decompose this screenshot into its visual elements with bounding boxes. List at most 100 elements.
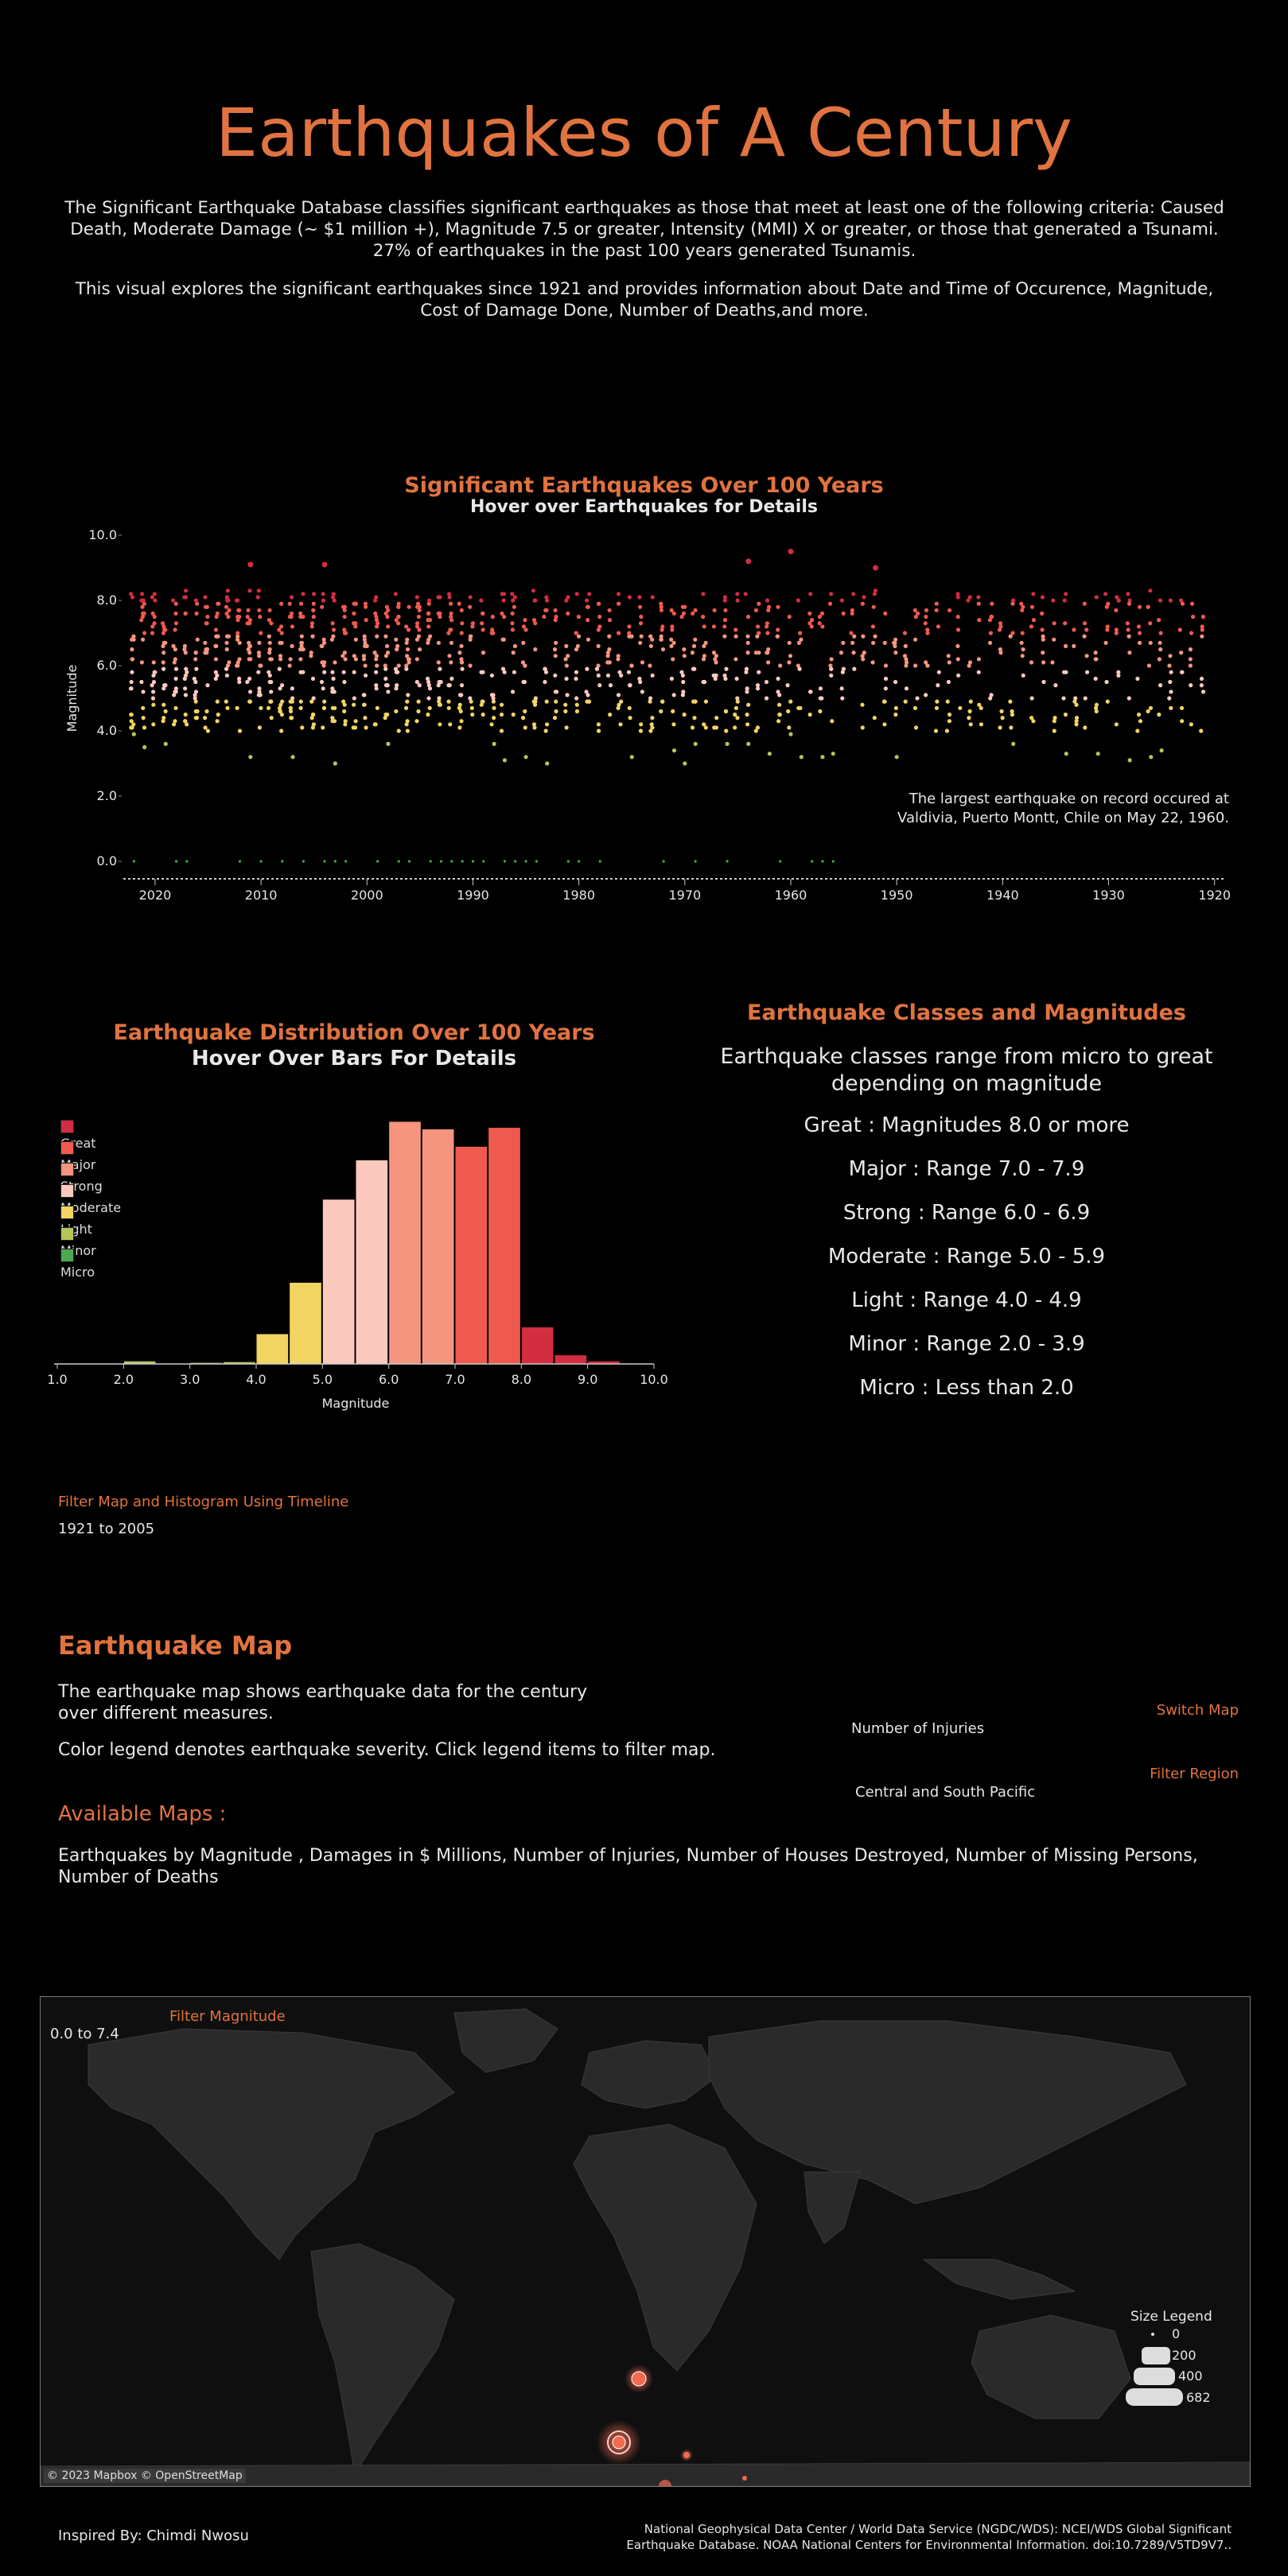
scatter-point[interactable]	[237, 676, 242, 681]
scatter-point[interactable]	[711, 624, 717, 629]
scatter-point[interactable]	[417, 627, 422, 632]
scatter-point[interactable]	[342, 608, 347, 612]
scatter-point[interactable]	[511, 651, 516, 655]
scatter-point[interactable]	[618, 722, 623, 727]
scatter-point[interactable]	[596, 643, 601, 648]
scatter-point[interactable]	[491, 699, 496, 704]
scatter-point[interactable]	[627, 624, 632, 629]
scatter-point[interactable]	[362, 634, 367, 639]
scatter-point[interactable]	[723, 676, 728, 681]
scatter-point[interactable]	[873, 589, 877, 593]
scatter-point[interactable]	[872, 592, 877, 596]
scatter-point[interactable]	[202, 716, 208, 721]
scatter-point[interactable]	[1168, 598, 1173, 603]
scatter-point[interactable]	[841, 666, 846, 671]
scatter-point[interactable]	[269, 621, 274, 626]
scatter-point[interactable]	[1083, 725, 1088, 730]
scatter-point[interactable]	[248, 755, 253, 760]
scatter-point[interactable]	[574, 592, 579, 596]
scatter-point[interactable]	[174, 860, 178, 863]
scatter-point[interactable]	[694, 860, 697, 863]
scatter-point[interactable]	[437, 699, 442, 704]
scatter-point[interactable]	[586, 604, 590, 609]
scatter-point[interactable]	[947, 719, 952, 724]
scatter-point[interactable]	[225, 589, 230, 593]
scatter-point[interactable]	[679, 670, 684, 674]
scatter-point[interactable]	[811, 860, 814, 863]
scatter-point[interactable]	[299, 634, 304, 639]
scatter-point[interactable]	[173, 657, 177, 662]
scatter-point[interactable]	[734, 676, 739, 681]
scatter-point[interactable]	[532, 725, 537, 730]
scatter-point[interactable]	[566, 595, 570, 600]
scatter-point[interactable]	[1093, 651, 1098, 655]
scatter-point[interactable]	[363, 604, 368, 609]
scatter-point[interactable]	[851, 651, 856, 655]
scatter-point[interactable]	[968, 699, 973, 704]
scatter-point[interactable]	[447, 595, 452, 600]
scatter-point[interactable]	[161, 627, 167, 632]
scatter-point[interactable]	[247, 676, 252, 681]
scatter-point[interactable]	[150, 624, 155, 629]
scatter-point[interactable]	[333, 860, 337, 863]
scatter-point[interactable]	[195, 709, 200, 713]
scatter-point[interactable]	[1031, 592, 1036, 596]
scatter-point[interactable]	[904, 663, 909, 668]
scatter-point[interactable]	[955, 643, 960, 648]
scatter-point[interactable]	[298, 705, 303, 710]
scatter-point[interactable]	[1146, 604, 1150, 609]
scatter-point[interactable]	[997, 627, 1002, 632]
scatter-point[interactable]	[1159, 748, 1164, 753]
scatter-point[interactable]	[574, 670, 579, 674]
scatter-point[interactable]	[182, 647, 187, 652]
scatter-point[interactable]	[1137, 640, 1142, 645]
scatter-point[interactable]	[163, 709, 168, 713]
scatter-point[interactable]	[437, 702, 442, 707]
scatter-point[interactable]	[597, 624, 602, 629]
scatter-point[interactable]	[1157, 657, 1162, 662]
histogram-bar[interactable]	[388, 1121, 422, 1365]
scatter-point[interactable]	[913, 725, 919, 730]
scatter-point[interactable]	[987, 640, 993, 645]
scatter-point[interactable]	[616, 631, 621, 635]
scatter-point[interactable]	[237, 640, 242, 645]
scatter-point[interactable]	[1156, 618, 1162, 623]
scatter-point[interactable]	[397, 860, 400, 863]
scatter-point[interactable]	[227, 660, 232, 665]
scatter-point[interactable]	[933, 729, 939, 733]
scatter-point[interactable]	[321, 592, 325, 596]
scatter-point[interactable]	[460, 621, 465, 626]
scatter-point[interactable]	[755, 725, 761, 730]
scatter-point[interactable]	[195, 637, 200, 642]
scatter-point[interactable]	[446, 699, 451, 704]
scatter-point[interactable]	[279, 631, 284, 635]
scatter-point[interactable]	[521, 624, 526, 629]
scatter-point[interactable]	[1103, 592, 1108, 596]
scatter-point[interactable]	[1126, 627, 1130, 632]
scatter-point[interactable]	[798, 631, 803, 635]
scatter-point[interactable]	[128, 592, 134, 596]
scatter-point[interactable]	[503, 860, 507, 863]
scatter-point[interactable]	[755, 634, 760, 639]
scatter-point[interactable]	[597, 614, 602, 620]
earthquake-map[interactable]: Filter Magnitude 0.0 to 7.4 © 2023 Mapbo…	[40, 1996, 1251, 2487]
scatter-point[interactable]	[776, 676, 780, 681]
scatter-point[interactable]	[342, 651, 347, 655]
scatter-point[interactable]	[364, 618, 368, 623]
scatter-point[interactable]	[955, 595, 960, 600]
scatter-point[interactable]	[363, 673, 368, 678]
scatter-point[interactable]	[193, 696, 197, 701]
scatter-point[interactable]	[438, 614, 442, 620]
scatter-point[interactable]	[372, 722, 377, 727]
scatter-point[interactable]	[322, 670, 327, 674]
scatter-point[interactable]	[839, 686, 844, 691]
scatter-point[interactable]	[415, 601, 421, 606]
scatter-point[interactable]	[480, 621, 484, 626]
scatter-point[interactable]	[745, 651, 750, 655]
scatter-point[interactable]	[383, 611, 388, 616]
scatter-chart[interactable]: 0.0 2.0 4.0 6.0 8.0 10.0 Magnitude 2020 2010 2000…	[0, 521, 1288, 919]
scatter-point[interactable]	[238, 860, 242, 863]
scatter-point[interactable]	[279, 729, 284, 733]
scatter-point[interactable]	[150, 631, 155, 635]
scatter-point[interactable]	[374, 683, 379, 688]
